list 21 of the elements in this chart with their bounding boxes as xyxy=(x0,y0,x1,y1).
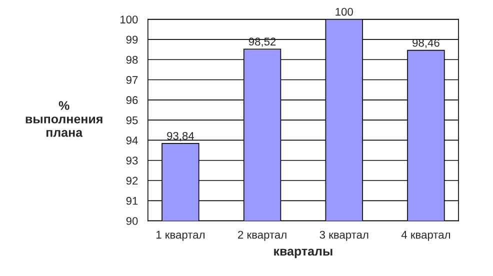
x-tick-label: 4 квартал xyxy=(401,230,450,241)
y-tick-label: 98 xyxy=(126,56,138,64)
data-label: 98,46 xyxy=(412,38,440,48)
x-tick-label: 2 квартал xyxy=(238,230,286,241)
y-tick-label: 100 xyxy=(120,16,138,24)
y-tick-label: 94 xyxy=(126,136,138,144)
x-axis-title: кварталы xyxy=(274,248,332,258)
y-tick-label: 90 xyxy=(126,217,138,225)
y-tick-label: 96 xyxy=(126,96,138,104)
y-tick-label: 93 xyxy=(126,156,138,164)
data-label: 98,52 xyxy=(248,38,276,47)
data-label: 100 xyxy=(336,8,353,16)
y-tick-label: 92 xyxy=(126,176,138,185)
x-tick-label: 3 квартал xyxy=(320,230,368,241)
y-tick-label: 95 xyxy=(126,116,138,124)
y-axis-title: % выполнения плана xyxy=(26,101,102,137)
data-label: 93,84 xyxy=(167,132,194,142)
y-tick-label: 99 xyxy=(126,36,138,44)
x-tick-label: 1 квартал xyxy=(156,230,204,241)
y-tick-label: 97 xyxy=(126,76,138,84)
y-tick-label: 91 xyxy=(126,196,138,205)
